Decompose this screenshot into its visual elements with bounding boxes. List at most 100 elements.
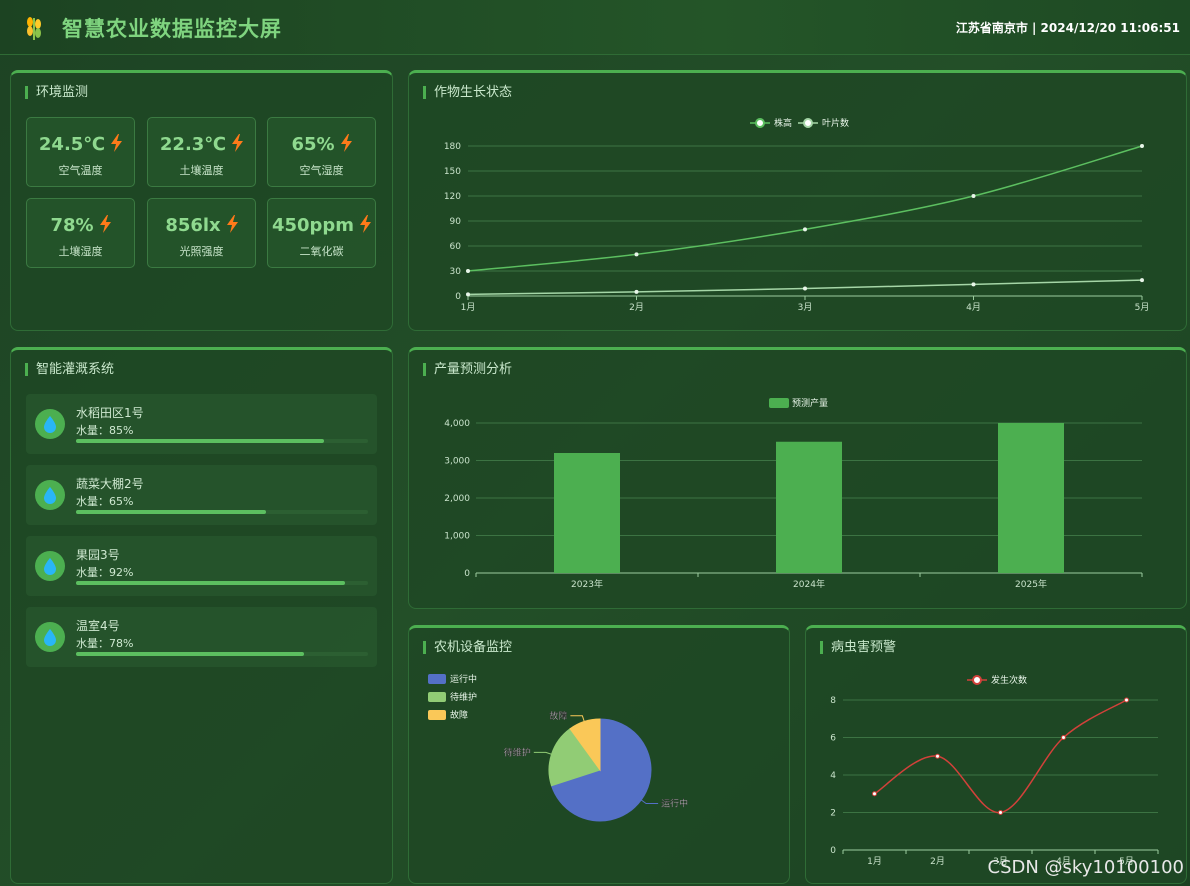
- legend-label: 运行中: [450, 673, 477, 685]
- irrigation-item[interactable]: 水稻田区1号 水量：85%: [26, 394, 377, 454]
- data-point: [803, 227, 807, 232]
- irrigation-name: 温室4号: [76, 619, 120, 633]
- growth-panel-title: 作物生长状态: [423, 86, 512, 99]
- env-value-text: 65%: [291, 134, 335, 155]
- irrigation-water: 水量：65%: [76, 495, 134, 508]
- water-level-fill: [76, 439, 325, 443]
- legend-height-label: 株高: [774, 117, 792, 129]
- irrigation-panel: 智能灌溉系统 水稻田区1号 水量：85% 蔬菜大棚2号 水量：65% 果园3号 水量：92…: [10, 347, 393, 884]
- series-line: [874, 699, 1127, 814]
- page-title: 智慧农业数据监控大屏: [62, 17, 282, 41]
- legend-label: 预测产量: [792, 397, 828, 409]
- env-value-text: 78%: [50, 215, 94, 236]
- legend-label: 待维护: [450, 691, 477, 703]
- legend-swatch: [428, 692, 446, 702]
- pest-panel-title: 病虫害预警: [820, 641, 896, 654]
- pest-panel: 病虫害预警 0 2 4 6 8 1月 2月 3月 4月 5月 发生次数: [805, 625, 1187, 884]
- growth-chart: 0 30 60 90 120 150 180 1月 2月 3月 4月 5月 株高 叶片数: [444, 117, 1150, 313]
- y-tick-label: 3,000: [444, 457, 470, 467]
- pie-label: 待维护: [504, 746, 531, 758]
- data-point: [872, 791, 877, 797]
- yield-panel: 产量预测分析 0 1,000 2,000 3,000 4,000 2023年 2024年 20…: [408, 347, 1187, 609]
- x-tick-label: 2023年: [571, 578, 603, 590]
- y-tick-label: 6: [830, 734, 836, 744]
- x-tick-label: 3月: [993, 856, 1008, 867]
- y-tick-label: 30: [450, 267, 462, 277]
- data-point: [634, 289, 639, 294]
- pie-label-line: [533, 751, 552, 755]
- legend-leaves-label: 叶片数: [822, 117, 849, 129]
- env-label: 土壤湿度: [58, 245, 103, 258]
- machinery-panel-title: 农机设备监控: [423, 641, 512, 654]
- env-label: 土壤温度: [179, 164, 224, 177]
- machinery-panel: 农机设备监控 运行中 待维护 故障 运行中 待维护 故障: [408, 625, 790, 884]
- x-tick-label: 1月: [461, 302, 476, 313]
- series-line: [467, 145, 1143, 272]
- legend-leaves-marker: [803, 118, 813, 128]
- wheat-logo-icon: [27, 17, 41, 40]
- x-tick-label: 5月: [1119, 856, 1134, 867]
- irrigation-item[interactable]: 温室4号水量：78%: [26, 607, 377, 667]
- pie-label-line: [640, 799, 659, 805]
- pie-label-line: [570, 715, 585, 722]
- data-point: [466, 269, 470, 273]
- y-tick-label: 90: [450, 217, 462, 227]
- x-tick-label: 4月: [1056, 856, 1071, 867]
- yield-chart: 0 1,000 2,000 3,000 4,000 2023年 2024年 2025年 预测产量: [444, 397, 1143, 590]
- lightning-icon: [360, 215, 372, 233]
- irrigation-water: 水量：92%: [76, 566, 134, 579]
- env-value-text: 856lx: [165, 215, 221, 236]
- irrigation-water: 水量：78%: [76, 637, 134, 650]
- water-level-bar: [76, 581, 368, 585]
- lightning-icon: [226, 215, 238, 233]
- bar: [998, 423, 1064, 573]
- env-label: 二氧化碳: [299, 245, 344, 258]
- env-card: 24.5℃ 空气温度: [26, 117, 135, 187]
- y-tick-label: 8: [830, 696, 836, 706]
- y-tick-label: 0: [464, 569, 470, 579]
- data-point: [466, 292, 470, 297]
- lightning-icon: [99, 215, 111, 233]
- legend-label: 故障: [450, 709, 468, 721]
- x-tick-label: 5月: [1135, 302, 1150, 313]
- data-point: [1124, 697, 1129, 703]
- y-tick-label: 60: [450, 242, 462, 252]
- env-label: 空气湿度: [299, 164, 344, 177]
- data-point: [1140, 144, 1144, 148]
- legend-pest-marker: [972, 675, 982, 685]
- env-label: 光照强度: [179, 245, 224, 258]
- data-point: [971, 194, 976, 198]
- env-value: 450ppm: [268, 215, 375, 236]
- data-point: [803, 286, 807, 291]
- irrigation-name: 蔬菜大棚2号: [76, 477, 144, 491]
- y-tick-label: 120: [444, 192, 461, 202]
- bar: [554, 453, 620, 573]
- pie-label: 运行中: [661, 798, 688, 810]
- irrigation-name: 水稻田区1号: [76, 406, 144, 420]
- lightning-icon: [111, 134, 123, 152]
- irrigation-water: 水量：85%: [76, 424, 134, 437]
- irrigation-item[interactable]: 果园3号 水量：92%: [26, 536, 377, 596]
- irrigation-item[interactable]: 蔬菜大棚2号 水量：65%: [26, 465, 377, 525]
- legend-swatch: [769, 398, 789, 408]
- water-drop-icon: [35, 409, 65, 439]
- water-level-bar: [76, 652, 368, 656]
- legend-pest-label: 发生次数: [991, 674, 1027, 686]
- water-level-fill: [76, 581, 345, 585]
- x-tick-label: 2月: [629, 302, 644, 313]
- env-value: 65%: [268, 134, 375, 155]
- legend-swatch: [428, 674, 446, 684]
- pie-label: 故障: [549, 710, 567, 722]
- y-tick-label: 0: [455, 292, 461, 302]
- env-value-text: 24.5℃: [38, 134, 106, 155]
- watermark: CSDN @sky10100100: [987, 857, 1184, 878]
- env-panel-title: 环境监测: [25, 86, 88, 99]
- y-tick-label: 0: [830, 846, 836, 856]
- x-tick-label: 3月: [798, 302, 813, 313]
- y-tick-label: 180: [444, 142, 461, 152]
- x-tick-label: 2月: [930, 856, 945, 867]
- pest-chart: 0 2 4 6 8 1月 2月 3月 4月 5月 发生次数: [830, 674, 1159, 867]
- legend-swatch: [428, 710, 446, 720]
- data-point: [634, 252, 639, 257]
